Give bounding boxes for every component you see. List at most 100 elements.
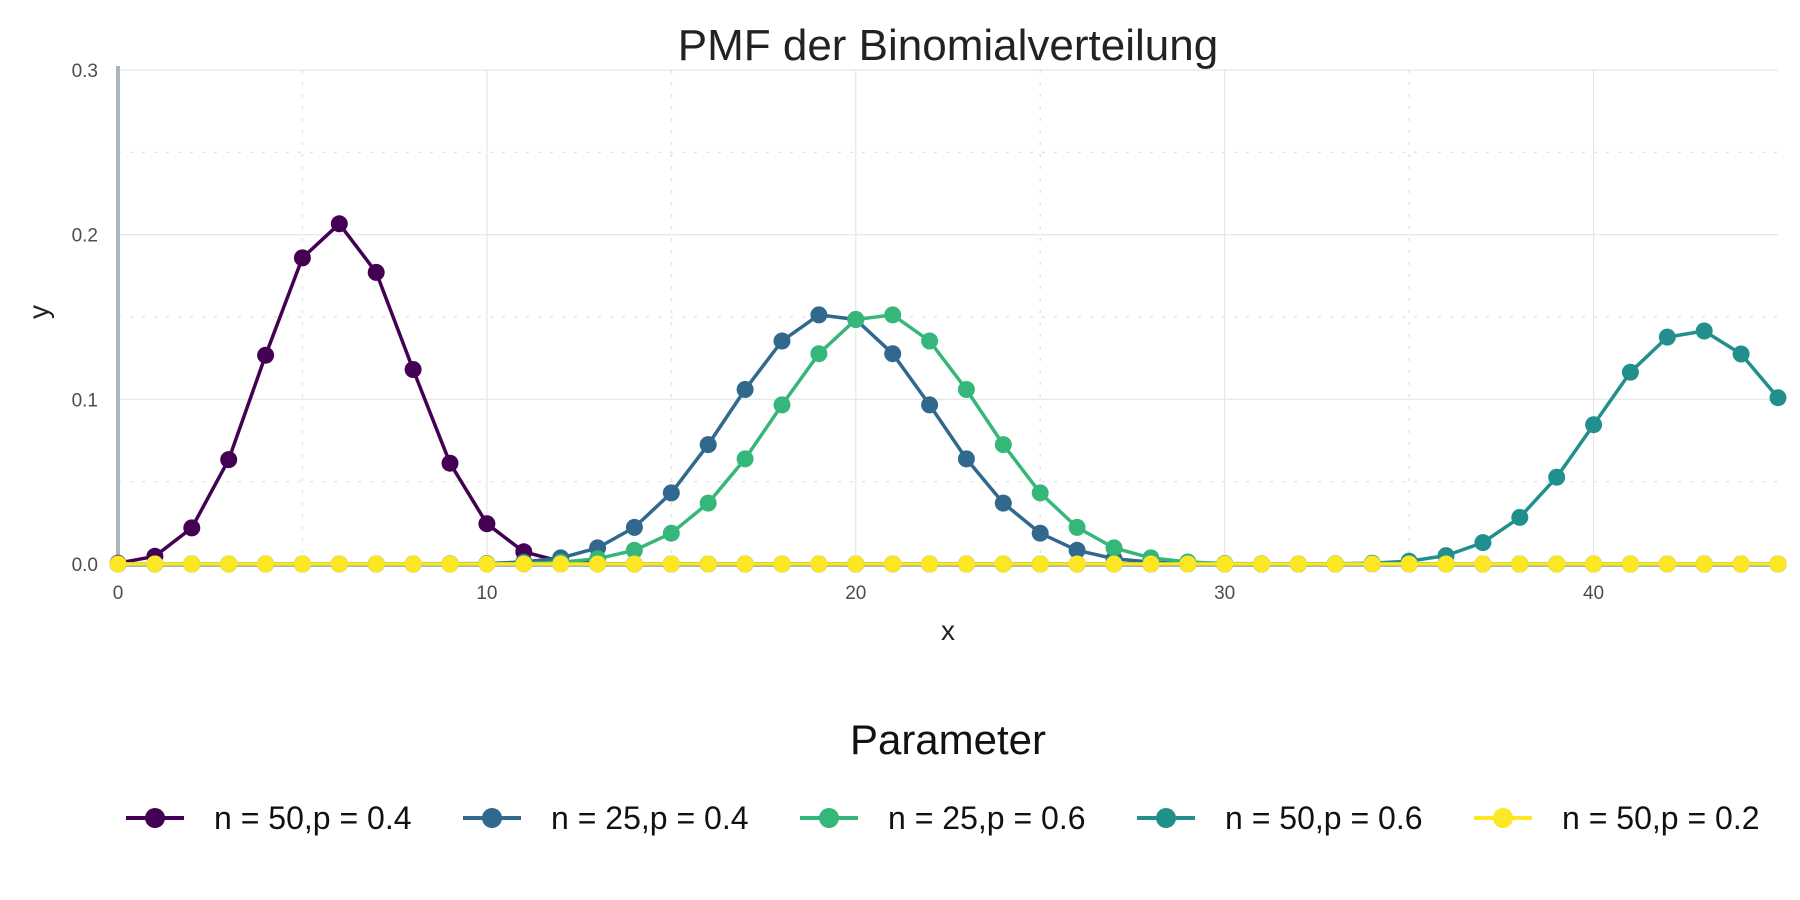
data-point — [1105, 539, 1123, 557]
x-axis-label: x — [941, 615, 955, 646]
data-point — [884, 555, 902, 573]
legend-item: n = 50,p = 0.6 — [1137, 800, 1423, 836]
data-point — [1621, 363, 1639, 381]
data-point — [1068, 555, 1086, 573]
series-1 — [109, 215, 1787, 573]
data-point — [957, 555, 975, 573]
data-point — [625, 555, 643, 573]
legend-item: n = 25,p = 0.6 — [800, 800, 1086, 836]
data-point — [515, 555, 533, 573]
data-point — [1548, 555, 1566, 573]
series-5 — [109, 555, 1787, 573]
data-point — [1474, 534, 1492, 552]
data-point — [1142, 555, 1160, 573]
legend-label: n = 50,p = 0.6 — [1225, 800, 1423, 836]
legend-swatch-point — [819, 808, 839, 828]
data-point — [1068, 518, 1086, 536]
data-point — [884, 306, 902, 324]
data-point — [1474, 555, 1492, 573]
data-point — [293, 249, 311, 267]
data-point — [552, 555, 570, 573]
data-point — [699, 555, 717, 573]
data-point — [1363, 555, 1381, 573]
legend-item: n = 25,p = 0.4 — [463, 800, 749, 836]
data-point — [736, 555, 754, 573]
data-point — [1216, 555, 1234, 573]
data-point — [1658, 328, 1676, 346]
data-point — [662, 524, 680, 542]
data-point — [1031, 484, 1049, 502]
tick-layer: 0 10 20 30 40 0.0 0.1 0.2 0.3 — [72, 61, 1605, 604]
data-point — [183, 555, 201, 573]
y-tick-label: 0.3 — [72, 61, 98, 82]
data-point — [625, 518, 643, 536]
data-point — [146, 555, 164, 573]
data-point — [1511, 508, 1529, 526]
data-point — [330, 555, 348, 573]
data-point — [1253, 555, 1271, 573]
data-point — [1511, 555, 1529, 573]
data-point — [441, 454, 459, 472]
legend-swatch-point — [482, 808, 502, 828]
data-point — [1621, 555, 1639, 573]
data-point — [847, 555, 865, 573]
data-point — [1179, 555, 1197, 573]
data-point — [478, 555, 496, 573]
x-tick-label: 10 — [476, 583, 497, 604]
data-point — [1400, 555, 1418, 573]
data-point — [957, 381, 975, 398]
chart-title: PMF der Binomialverteilung — [678, 21, 1218, 70]
data-point — [1031, 524, 1049, 542]
data-point — [662, 484, 680, 502]
data-point — [1068, 541, 1086, 559]
series-2 — [109, 306, 1787, 573]
series-layer — [109, 215, 1787, 573]
data-point — [478, 515, 496, 533]
data-point — [1105, 555, 1123, 573]
data-point — [330, 215, 348, 233]
data-point — [404, 361, 422, 378]
data-point — [736, 450, 754, 468]
data-point — [1732, 345, 1750, 363]
data-point — [293, 555, 311, 573]
data-point — [994, 436, 1012, 454]
series-line — [118, 313, 1778, 566]
data-point — [957, 450, 975, 468]
axis-layer — [116, 66, 1778, 567]
x-tick-label: 20 — [845, 583, 866, 604]
data-point — [1031, 555, 1049, 573]
legend-label: n = 25,p = 0.6 — [888, 800, 1086, 836]
legend-title: Parameter — [850, 716, 1046, 763]
data-point — [183, 519, 201, 537]
data-point — [736, 381, 754, 398]
data-point — [773, 396, 791, 414]
legend-label: n = 50,p = 0.2 — [1562, 800, 1760, 836]
data-point — [1585, 555, 1603, 573]
x-tick-label: 0 — [113, 583, 124, 604]
series-line — [118, 313, 1778, 566]
data-point — [810, 345, 828, 363]
data-point — [1548, 468, 1566, 486]
data-point — [994, 555, 1012, 573]
data-point — [1437, 555, 1455, 573]
x-tick-label: 40 — [1583, 583, 1604, 604]
data-point — [1289, 555, 1307, 573]
data-point — [884, 345, 902, 363]
data-point — [625, 541, 643, 559]
data-point — [1769, 389, 1787, 407]
y-axis-label: y — [23, 305, 54, 319]
data-point — [1585, 416, 1603, 434]
data-point — [367, 263, 385, 281]
legend-swatch-point — [1156, 808, 1176, 828]
data-point — [810, 555, 828, 573]
data-point — [1658, 555, 1676, 573]
data-point — [921, 396, 939, 414]
data-point — [1732, 555, 1750, 573]
x-tick-label: 30 — [1214, 583, 1235, 604]
data-point — [367, 555, 385, 573]
data-point — [810, 306, 828, 324]
legend-item: n = 50,p = 0.2 — [1474, 800, 1760, 836]
data-point — [662, 555, 680, 573]
legend-label: n = 25,p = 0.4 — [551, 800, 749, 836]
